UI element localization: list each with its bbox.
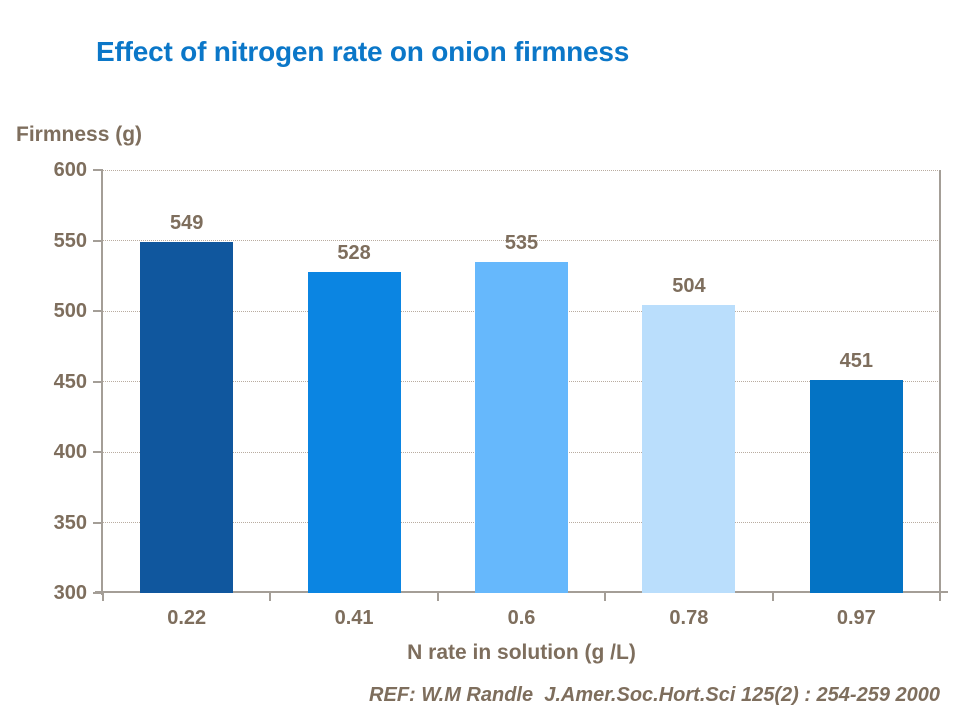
x-tick-label: 0.6 (507, 607, 536, 629)
x-tick-label: 0.41 (334, 607, 374, 629)
x-tick-mark (269, 593, 272, 601)
gridline (103, 240, 940, 241)
y-tick-mark (93, 169, 103, 171)
bar-value-label: 451 (839, 350, 873, 373)
bar (140, 241, 234, 593)
y-axis-title: Firmness (g) (16, 123, 143, 146)
y-tick-label: 350 (53, 511, 87, 534)
reference-citation: REF: W.M Randle J.Amer.Soc.Hort.Sci 125(… (369, 684, 940, 706)
x-tick-mark (436, 593, 439, 601)
x-tick-mark (939, 593, 941, 601)
bar-value-label: 528 (337, 241, 371, 264)
y-tick-label: 450 (53, 370, 87, 393)
y-tick-mark (93, 239, 103, 242)
y-tick-label: 500 (53, 300, 87, 322)
bar (809, 380, 903, 593)
bar-value-label: 504 (672, 275, 706, 298)
x-tick-mark (771, 593, 774, 601)
y-tick-mark (93, 521, 103, 524)
bar (307, 271, 401, 593)
bar (642, 305, 736, 593)
x-axis-title: N rate in solution (g /L) (407, 641, 636, 664)
y-tick-mark (93, 592, 103, 594)
x-tick-label: 0.97 (836, 607, 876, 629)
y-axis-line (101, 170, 103, 595)
x-tick-mark (604, 593, 607, 601)
y-tick-label: 600 (53, 159, 87, 181)
chart-title: Effect of nitrogen rate on onion firmnes… (96, 36, 630, 67)
y-tick-mark (93, 310, 103, 312)
y-tick-mark (93, 380, 103, 383)
x-tick-label: 0.78 (669, 607, 709, 629)
y-tick-label: 550 (53, 229, 87, 252)
y-tick-mark (93, 451, 103, 453)
bar-value-label: 535 (504, 231, 539, 254)
plot-right-border (939, 170, 941, 595)
bar-value-label: 549 (170, 211, 204, 234)
x-tick-mark (102, 593, 104, 601)
y-tick-label: 400 (53, 441, 87, 463)
gridline (103, 169, 940, 171)
y-tick-label: 300 (53, 582, 87, 604)
x-tick-label: 0.22 (167, 607, 207, 629)
plot-area: 600 550 500 450 400 350 300 549 0.22 528 0.41 535 0.… (54, 159, 948, 629)
bar (475, 261, 568, 593)
